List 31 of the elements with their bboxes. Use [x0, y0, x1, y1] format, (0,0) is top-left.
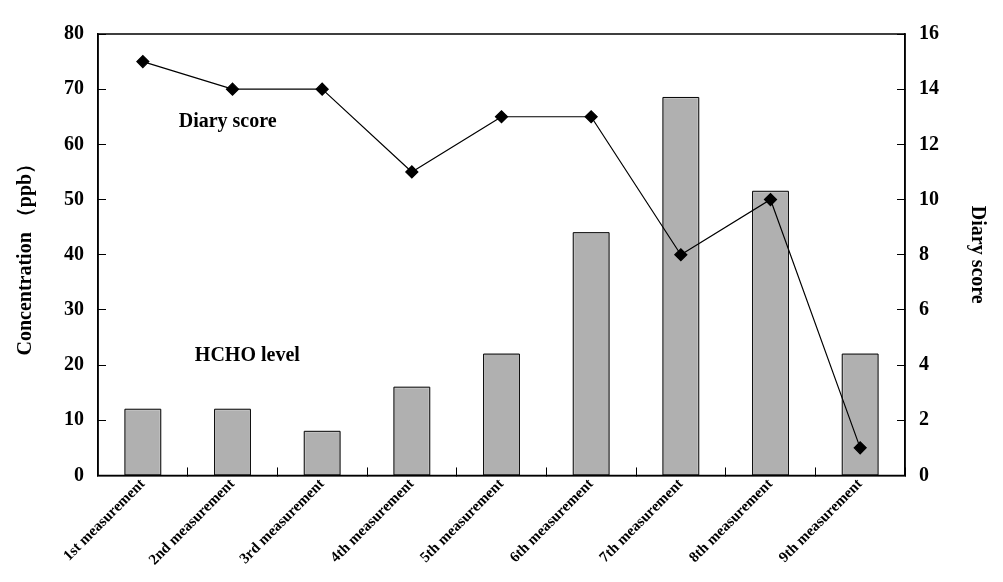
point: [315, 82, 329, 96]
point: [136, 54, 150, 69]
point: [405, 165, 419, 179]
point: [584, 110, 598, 124]
point: [674, 248, 688, 262]
y2-tick-label: 8: [919, 241, 929, 264]
point: [763, 192, 778, 207]
y-tick-label: 0: [74, 462, 84, 485]
point: [225, 82, 240, 96]
y2-tick-label: 10: [919, 186, 939, 209]
y-tick-label: 30: [64, 297, 84, 320]
y-tick-label: 20: [64, 352, 84, 375]
text: HCHO level: [194, 343, 301, 366]
point: [853, 441, 867, 455]
point: [494, 110, 509, 124]
y-tick-label: 40: [64, 241, 84, 264]
y2-tick-label: 16: [919, 21, 939, 44]
series-label: Diary score: [178, 109, 277, 133]
y2-tick-label: 6: [919, 297, 929, 320]
y-tick-label: 70: [64, 76, 84, 99]
y-tick-label: 80: [64, 21, 84, 44]
y2-tick-label: 0: [919, 462, 929, 485]
y2-tick-label: 12: [919, 131, 939, 154]
y2-tick-label: 2: [919, 407, 929, 430]
y-axis-title: Concentration （ppb）: [13, 153, 37, 356]
y2-tick-label: 14: [919, 76, 939, 99]
y2-axis-title: Diary score: [966, 205, 990, 304]
y-tick-label: 60: [64, 131, 84, 154]
y-tick-label: 10: [64, 407, 84, 430]
y2-tick-label: 4: [919, 352, 929, 375]
y-tick-label: 50: [64, 186, 84, 209]
